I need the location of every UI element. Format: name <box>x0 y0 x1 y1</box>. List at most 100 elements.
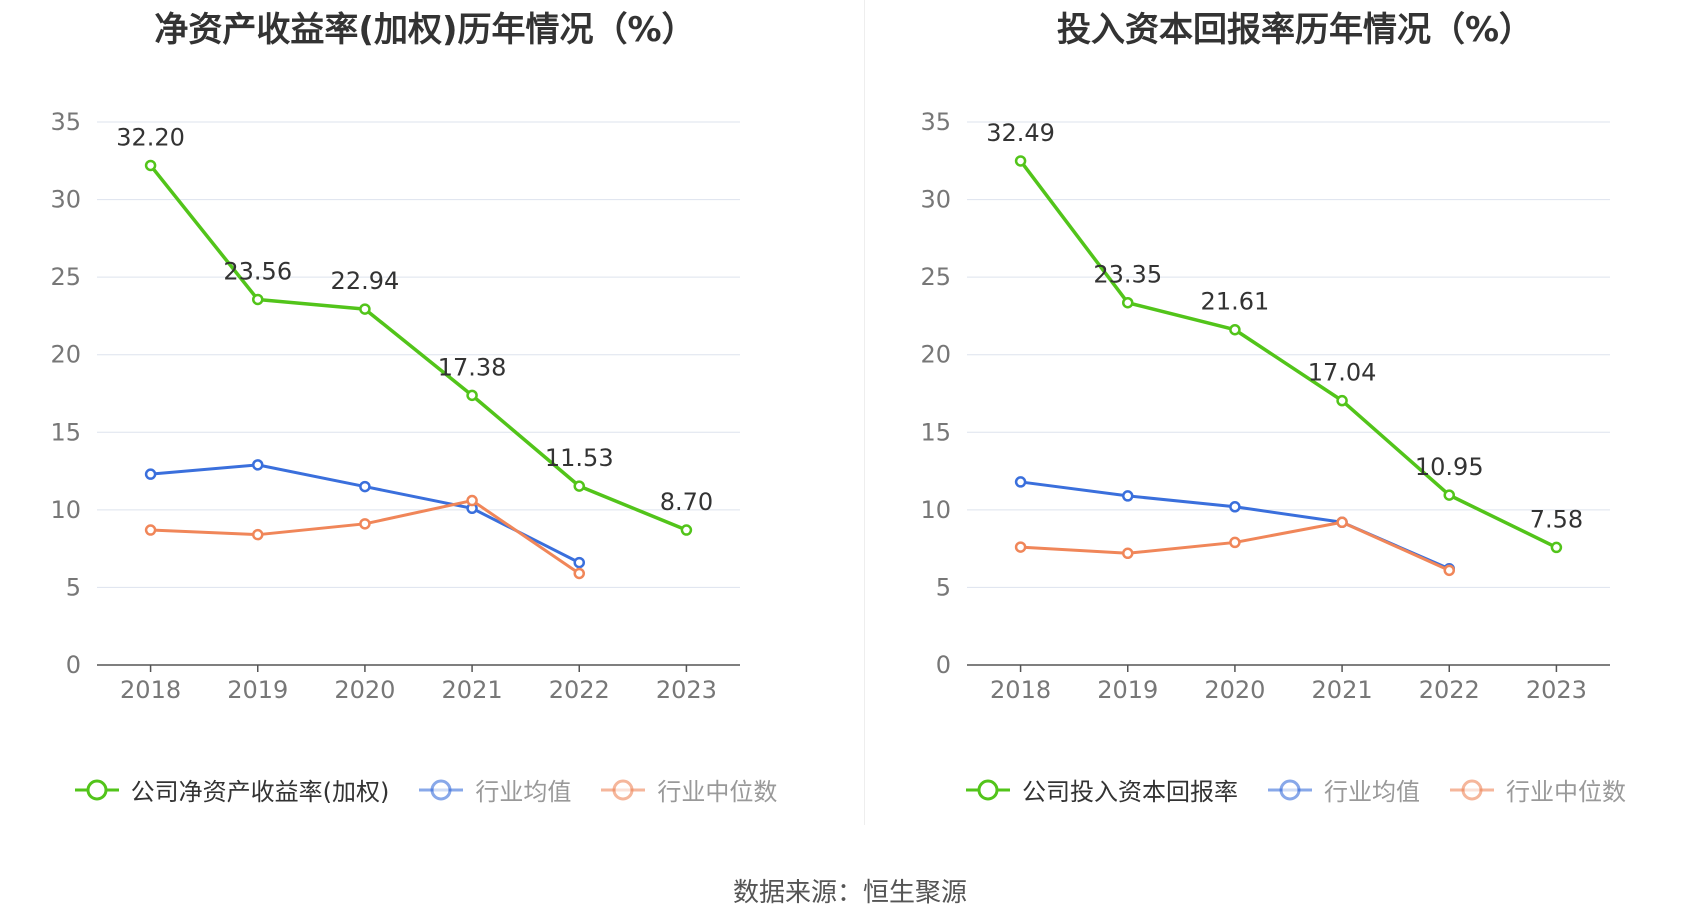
series-line-1 <box>1020 480 1450 571</box>
legend-label: 公司投入资本回报率 <box>1022 778 1238 806</box>
y-tick-label: 20 <box>50 341 81 369</box>
x-tick-label: 2020 <box>334 676 395 704</box>
data-point <box>573 567 585 580</box>
data-point <box>1336 516 1348 529</box>
y-tick-label: 15 <box>920 418 951 446</box>
legend-swatch-icon <box>419 779 464 800</box>
x-tick-label: 2018 <box>990 676 1051 704</box>
y-tick-label: 10 <box>50 496 81 524</box>
series-line-0 <box>1019 159 1558 549</box>
y-tick-label: 5 <box>936 573 951 601</box>
data-label: 10.95 <box>1415 453 1484 481</box>
panel-divider <box>864 0 865 825</box>
data-point <box>1229 536 1241 549</box>
legend-swatch-icon <box>601 779 646 800</box>
data-point <box>1229 323 1241 336</box>
data-point <box>1229 501 1241 513</box>
chart-legend: 公司净资产收益率(加权) 行业均值 行业中位数 <box>0 772 850 807</box>
data-point <box>573 480 585 492</box>
data-point <box>144 524 157 536</box>
y-tick-label: 25 <box>50 263 81 291</box>
y-tick-label: 10 <box>920 496 951 524</box>
x-tick-label: 2020 <box>1204 676 1265 704</box>
legend-swatch-icon <box>74 779 119 800</box>
legend-label: 行业均值 <box>1324 778 1420 806</box>
data-point <box>1443 564 1455 577</box>
y-tick-label: 0 <box>66 651 81 679</box>
legend-item[interactable]: 公司净资产收益率(加权) <box>73 772 390 807</box>
legend-label: 行业中位数 <box>1506 778 1626 806</box>
y-tick-label: 5 <box>66 573 81 601</box>
data-point <box>680 524 693 536</box>
y-tick-label: 25 <box>920 263 951 291</box>
x-tick-label: 2018 <box>120 676 181 704</box>
x-tick-label: 2023 <box>1526 676 1587 704</box>
chart-panel-roe: 净资产收益率(加权)历年情况（%） 0 5 10 15 20 25 30 35 2018 2019… <box>0 0 850 830</box>
line-chart-roe: 0 5 10 15 20 25 30 35 2018 2019 2020 2021 2022 2023 32… <box>50 108 740 704</box>
data-point <box>144 468 157 480</box>
chart-legend: 公司投入资本回报率 行业均值 行业中位数 <box>870 772 1700 807</box>
data-point <box>466 494 478 507</box>
y-tick-label: 35 <box>920 108 951 136</box>
data-point <box>1122 490 1134 502</box>
data-point <box>573 556 585 569</box>
data-label: 11.53 <box>545 444 614 472</box>
legend-swatch-icon <box>1450 779 1494 800</box>
x-tick-label: 2019 <box>227 676 288 704</box>
x-tick-label: 2022 <box>1419 676 1480 704</box>
data-point <box>1336 394 1348 407</box>
x-tick-label: 2019 <box>1097 676 1158 704</box>
x-tick-label: 2023 <box>656 676 717 704</box>
data-point <box>252 459 264 471</box>
data-point <box>144 159 157 172</box>
y-tick-label: 15 <box>50 418 81 446</box>
y-tick-label: 30 <box>920 186 951 214</box>
legend-item[interactable]: 行业均值 <box>1266 772 1420 807</box>
y-tick-label: 0 <box>936 651 951 679</box>
x-tick-label: 2022 <box>549 676 610 704</box>
legend-label: 行业中位数 <box>657 778 778 806</box>
data-point <box>359 518 371 530</box>
data-point <box>1122 296 1134 309</box>
legend-item[interactable]: 公司投入资本回报率 <box>964 772 1238 807</box>
data-label: 32.20 <box>116 123 185 151</box>
legend-label: 行业均值 <box>475 778 572 806</box>
x-tick-label: 2021 <box>442 676 503 704</box>
data-point <box>1014 541 1027 553</box>
data-point <box>1014 476 1027 488</box>
data-point <box>1122 547 1134 560</box>
chart-title: 净资产收益率(加权)历年情况（%） <box>154 10 696 50</box>
chart-panel-roic: 投入资本回报率历年情况（%） 0 5 10 15 20 25 30 35 2018 2019 202… <box>870 0 1700 830</box>
data-label: 17.04 <box>1308 359 1377 387</box>
line-chart-roic: 0 5 10 15 20 25 30 35 2018 2019 2020 2021 2022 2023 32… <box>920 108 1610 704</box>
data-point <box>252 528 264 541</box>
data-label: 8.70 <box>660 488 713 516</box>
chart-title: 投入资本回报率历年情况（%） <box>1056 10 1534 50</box>
data-label: 23.35 <box>1093 261 1162 289</box>
data-point <box>1014 155 1027 167</box>
legend-item[interactable]: 行业中位数 <box>1448 772 1626 807</box>
data-point <box>252 293 264 306</box>
series-line-0 <box>149 164 688 532</box>
legend-swatch-icon <box>1268 779 1312 800</box>
data-point <box>359 303 371 315</box>
data-point <box>466 389 478 402</box>
data-point <box>1443 489 1455 501</box>
series-line-1 <box>150 463 580 564</box>
data-label: 22.94 <box>331 267 400 295</box>
data-label: 23.56 <box>223 257 292 285</box>
legend-label: 公司净资产收益率(加权) <box>130 778 390 806</box>
legend-swatch-icon <box>966 779 1010 800</box>
y-tick-label: 35 <box>50 108 81 136</box>
data-label: 21.61 <box>1201 288 1270 316</box>
data-label: 32.49 <box>986 119 1055 147</box>
series-line-2 <box>150 499 581 575</box>
data-label: 17.38 <box>438 353 507 381</box>
y-tick-label: 30 <box>50 186 81 214</box>
data-label: 7.58 <box>1530 505 1583 533</box>
data-source: 数据来源：恒生聚源 <box>732 878 967 908</box>
data-point <box>359 480 371 493</box>
data-point <box>1550 541 1563 554</box>
legend-item[interactable]: 行业均值 <box>417 772 571 807</box>
legend-item[interactable]: 行业中位数 <box>599 772 777 807</box>
